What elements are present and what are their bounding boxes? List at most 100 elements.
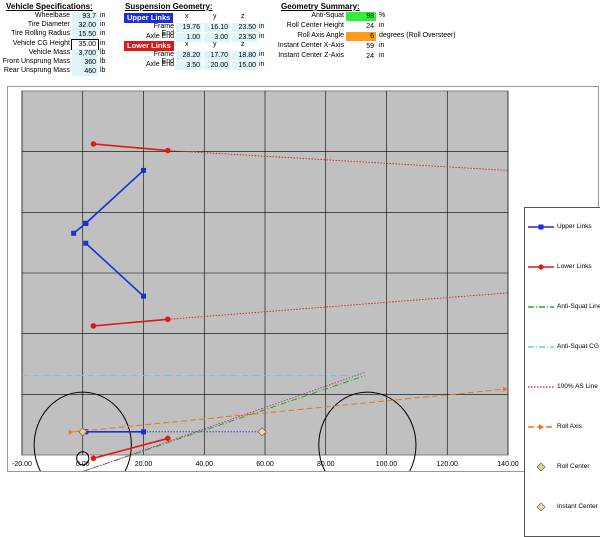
wheel-circle — [76, 451, 90, 466]
vehicle-spec-value[interactable]: 460 — [72, 67, 98, 77]
vehicle-spec-unit: lb — [100, 67, 106, 75]
geometry-unit: in — [379, 52, 385, 59]
vehicle-spec-value[interactable]: 35.00 — [71, 38, 99, 50]
link-coordinate[interactable]: 3.00 — [204, 32, 230, 42]
vehicle-spec-value[interactable]: 3,700 — [72, 48, 98, 58]
legend-marker — [528, 386, 554, 388]
legend-label: Upper Links — [557, 223, 592, 230]
geometry-label: Roll Axis Angle — [297, 32, 344, 39]
x-tick-label: 140.00 — [497, 461, 519, 468]
geometry-value: 6 — [346, 32, 376, 41]
link-coordinate[interactable]: 19.76 — [176, 23, 202, 32]
legend-item: Lower Links — [527, 262, 600, 272]
legend-label: Instant Center — [557, 503, 598, 510]
legend-label: Anti-Squat Line — [557, 303, 600, 310]
vehicle-spec-unit: lb — [100, 48, 106, 56]
center-point-marker — [78, 427, 88, 437]
series-marker — [90, 323, 97, 329]
link-coordinate[interactable]: 20.00 — [204, 60, 230, 70]
vehicle-spec-unit: in — [100, 39, 106, 47]
vehicle-spec-label: Vehicle Mass — [28, 48, 70, 56]
link-coordinate[interactable]: 18.80 — [232, 51, 258, 60]
geometry-unit: degrees (Roll Oversteer) — [379, 32, 456, 39]
series-marker — [90, 141, 97, 147]
series-segment — [82, 371, 366, 471]
geometry-unit: in — [379, 42, 385, 49]
vehicle-spec-value[interactable]: 360 — [72, 58, 98, 67]
vehicle-spec-value[interactable]: 93.7 — [72, 12, 98, 21]
series-marker — [165, 435, 171, 442]
legend-item: Anti-Squat CG — [527, 342, 600, 352]
link-coordinate[interactable]: 17.70 — [204, 51, 230, 60]
geometry-value: 24 — [366, 23, 374, 30]
series-segment — [85, 242, 145, 297]
x-tick-label: 80.00 — [317, 461, 335, 468]
vehicle-spec-value[interactable]: 15.50 — [72, 30, 98, 40]
column-header: x — [185, 41, 189, 48]
geometry-label: Anti-Squat — [311, 12, 344, 19]
link-coordinate[interactable]: 15.00 — [232, 60, 258, 70]
x-tick-label: -20.00 — [12, 461, 32, 468]
chart-frame: -20.00 0.00 20.00 40.00 60.00 80.00 100.00 120.… — [7, 86, 600, 537]
series-segment — [73, 388, 509, 433]
link-coordinate[interactable]: 3.50 — [176, 60, 202, 70]
geometry-label: Roll Center Height — [286, 22, 344, 29]
link-coordinate[interactable]: 1.00 — [176, 32, 202, 42]
link-unit: in — [259, 32, 265, 40]
legend-item: Roll Center — [527, 462, 600, 472]
vehicle-spec-label: Tire Rolling Radius — [11, 30, 70, 38]
legend-item: 100% AS Line — [527, 382, 600, 392]
link-unit: in — [259, 51, 265, 58]
x-tick-label: 120.00 — [437, 461, 459, 468]
link-coordinate[interactable]: 16.10 — [204, 23, 230, 32]
vehicle-spec-label: Wheelbase — [34, 12, 70, 19]
series-marker — [83, 240, 89, 246]
link-coordinate[interactable]: 23.50 — [232, 32, 258, 42]
legend-marker — [528, 346, 554, 348]
link-coordinate[interactable]: 28.20 — [176, 51, 202, 60]
chart-legend: Upper Links Lower Links Anti-Squat Line Ant… — [524, 207, 600, 537]
legend-item: Roll Axis — [527, 422, 600, 432]
link-unit: in — [259, 23, 265, 30]
legend-item: Upper Links — [527, 222, 600, 232]
legend-marker — [536, 462, 546, 472]
x-tick-label: 20.00 — [135, 461, 153, 468]
center-point-marker — [257, 427, 267, 437]
vehicle-spec-label: Vehicle CG Height — [12, 39, 70, 47]
column-header: z — [241, 41, 245, 48]
series-marker — [141, 167, 146, 173]
vehicle-spec-value[interactable]: 32.00 — [72, 21, 98, 31]
wheel-circle — [318, 391, 417, 471]
geometry-label: Instant Center X-Axis — [277, 42, 344, 49]
vehicle-spec-label: Front Unsprung Mass — [2, 58, 70, 65]
link-end-label: Frame End — [153, 23, 174, 37]
geometry-value: 59 — [366, 43, 374, 50]
legend-label: 100% AS Line — [557, 383, 598, 390]
suspension-title: Suspension Geometry: — [125, 2, 213, 11]
geometry-value: 98 — [346, 12, 376, 21]
geometry-label: Instant Center Z-Axis — [278, 52, 344, 59]
suspension-plot: -20.00 0.00 20.00 40.00 60.00 80.00 100.00 120.… — [12, 90, 519, 471]
series-segment — [85, 169, 145, 224]
series-marker — [165, 147, 171, 154]
legend-marker — [536, 502, 546, 512]
legend-marker — [528, 224, 554, 230]
series-marker — [71, 230, 77, 236]
series-marker — [165, 316, 171, 323]
legend-label: Roll Center — [557, 463, 590, 470]
roll-axis-arrow — [503, 386, 508, 392]
link-end-label: Axle End — [145, 60, 174, 68]
column-header: x — [185, 13, 189, 20]
vehicle-spec-unit: in — [100, 12, 106, 19]
vehicle-spec-unit: in — [100, 21, 106, 29]
legend-item: Instant Center — [527, 502, 600, 512]
link-end-label: Frame End — [153, 51, 174, 65]
geometry-unit: % — [379, 12, 386, 19]
vehicle-spec-unit: in — [100, 30, 106, 38]
column-header: y — [213, 13, 217, 20]
link-coordinate[interactable]: 23.50 — [232, 23, 258, 32]
series-marker — [83, 220, 89, 226]
series-segment — [82, 375, 366, 471]
x-tick-label: 40.00 — [195, 461, 213, 468]
geometry-summary-title: Geometry Summary: — [281, 2, 360, 11]
